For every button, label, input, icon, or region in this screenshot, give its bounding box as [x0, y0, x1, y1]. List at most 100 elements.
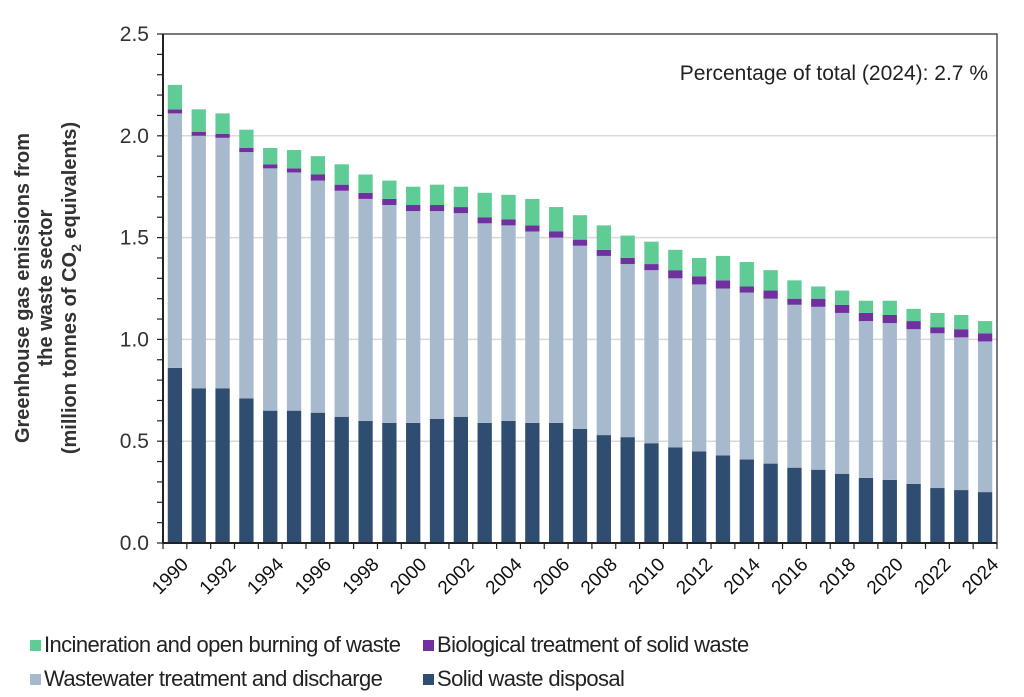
bar-biological-treatment-of-solid-waste-2000 — [406, 205, 421, 212]
bar-incineration-and-open-burning-of-waste-2024 — [977, 321, 993, 334]
bar-incineration-and-open-burning-of-waste-2020 — [882, 300, 897, 315]
bar-biological-treatment-of-solid-waste-2015 — [763, 290, 778, 299]
bar-incineration-and-open-burning-of-waste-2021 — [906, 308, 921, 322]
bar-incineration-and-open-burning-of-waste-2005 — [525, 198, 540, 226]
x-tick-label: 2006 — [529, 554, 574, 599]
x-tick-label: 2020 — [863, 554, 908, 599]
bar-solid-waste-disposal-1997 — [334, 416, 349, 543]
bar-solid-waste-disposal-2007 — [572, 428, 588, 543]
bar-wastewater-treatment-and-discharge-2004 — [501, 225, 516, 421]
y-tick-label: 1.0 — [120, 328, 149, 351]
bar-incineration-and-open-burning-of-waste-2016 — [787, 280, 802, 299]
bar-biological-treatment-of-solid-waste-2024 — [977, 333, 993, 342]
bar-biological-treatment-of-solid-waste-2006 — [549, 231, 564, 238]
x-tick-label: 1996 — [291, 554, 336, 599]
bar-incineration-and-open-burning-of-waste-2012 — [691, 257, 707, 277]
y-axis-label-part-b: equivalents) — [59, 122, 81, 244]
legend-item-incineration: Incineration and open burning of waste — [30, 632, 423, 658]
x-tick-label: 2018 — [815, 554, 860, 599]
x-tick-label: 2014 — [720, 554, 765, 599]
bar-solid-waste-disposal-2020 — [882, 479, 897, 543]
bar-biological-treatment-of-solid-waste-2011 — [668, 270, 683, 279]
bar-incineration-and-open-burning-of-waste-2010 — [644, 241, 659, 265]
bar-biological-treatment-of-solid-waste-1992 — [215, 133, 230, 138]
bar-incineration-and-open-burning-of-waste-1992 — [215, 113, 230, 134]
bar-wastewater-treatment-and-discharge-2017 — [811, 306, 826, 470]
bar-solid-waste-disposal-1991 — [191, 388, 206, 543]
bar-incineration-and-open-burning-of-waste-2000 — [406, 186, 421, 206]
bar-biological-treatment-of-solid-waste-1995 — [286, 168, 302, 173]
annotation-percentage: Percentage of total (2024): 2.7 % — [680, 62, 988, 85]
y-tick-label: 2.5 — [120, 23, 149, 46]
bar-biological-treatment-of-solid-waste-1997 — [334, 184, 349, 191]
bar-biological-treatment-of-solid-waste-2018 — [834, 304, 850, 313]
bar-solid-waste-disposal-2022 — [930, 488, 945, 543]
bar-solid-waste-disposal-1992 — [215, 388, 230, 543]
bar-wastewater-treatment-and-discharge-1991 — [191, 135, 206, 389]
bar-wastewater-treatment-and-discharge-2019 — [858, 321, 874, 478]
bar-solid-waste-disposal-2010 — [644, 443, 659, 543]
bar-incineration-and-open-burning-of-waste-1999 — [382, 180, 397, 199]
x-tick-label: 2008 — [577, 554, 622, 599]
y-tick-label: 1.5 — [120, 227, 149, 250]
legend-row-1: Incineration and open burning of waste B… — [30, 628, 1010, 662]
bar-biological-treatment-of-solid-waste-1991 — [191, 131, 206, 136]
bar-incineration-and-open-burning-of-waste-1998 — [358, 174, 373, 193]
bar-biological-treatment-of-solid-waste-2016 — [787, 298, 802, 305]
bar-biological-treatment-of-solid-waste-2023 — [954, 329, 969, 338]
bar-solid-waste-disposal-1995 — [286, 410, 302, 543]
legend: Incineration and open burning of waste B… — [30, 628, 1010, 696]
bar-wastewater-treatment-and-discharge-2010 — [644, 270, 659, 444]
bar-wastewater-treatment-and-discharge-2024 — [977, 341, 993, 493]
bar-wastewater-treatment-and-discharge-1996 — [310, 180, 326, 413]
bar-incineration-and-open-burning-of-waste-1993 — [239, 129, 254, 149]
x-tick-label: 2016 — [768, 554, 813, 599]
bar-incineration-and-open-burning-of-waste-1995 — [286, 150, 302, 169]
legend-label-incineration: Incineration and open burning of waste — [44, 632, 401, 657]
bar-wastewater-treatment-and-discharge-2007 — [572, 245, 588, 429]
bar-incineration-and-open-burning-of-waste-2001 — [429, 184, 445, 206]
bar-wastewater-treatment-and-discharge-2003 — [477, 223, 492, 423]
bar-wastewater-treatment-and-discharge-1994 — [263, 168, 278, 411]
bar-biological-treatment-of-solid-waste-1994 — [263, 164, 278, 169]
axes — [157, 33, 998, 549]
legend-item-solid-waste: Solid waste disposal — [423, 666, 625, 692]
bar-incineration-and-open-burning-of-waste-1990 — [167, 84, 183, 110]
bar-wastewater-treatment-and-discharge-1997 — [334, 190, 349, 417]
bar-solid-waste-disposal-1999 — [382, 422, 397, 543]
bar-solid-waste-disposal-2004 — [501, 420, 516, 543]
bars — [167, 84, 993, 543]
bar-incineration-and-open-burning-of-waste-2011 — [668, 249, 683, 271]
bar-incineration-and-open-burning-of-waste-2023 — [954, 314, 969, 330]
bar-solid-waste-disposal-2001 — [429, 418, 445, 543]
bar-solid-waste-disposal-2018 — [834, 473, 850, 543]
bar-biological-treatment-of-solid-waste-2022 — [930, 327, 945, 334]
legend-label-biological: Biological treatment of solid waste — [437, 632, 749, 657]
bar-biological-treatment-of-solid-waste-1999 — [382, 198, 397, 206]
bar-solid-waste-disposal-2009 — [620, 437, 635, 543]
bar-biological-treatment-of-solid-waste-2021 — [906, 321, 921, 330]
bar-wastewater-treatment-and-discharge-2018 — [834, 312, 850, 474]
bar-incineration-and-open-burning-of-waste-2002 — [453, 186, 469, 208]
bar-solid-waste-disposal-2002 — [453, 416, 469, 543]
bar-biological-treatment-of-solid-waste-2012 — [691, 276, 707, 285]
bar-solid-waste-disposal-2023 — [954, 490, 969, 543]
bar-biological-treatment-of-solid-waste-2003 — [477, 217, 492, 224]
bar-solid-waste-disposal-2016 — [787, 467, 802, 543]
bar-incineration-and-open-burning-of-waste-2017 — [811, 286, 826, 299]
bar-wastewater-treatment-and-discharge-2021 — [906, 329, 921, 484]
x-tick-label: 2010 — [625, 554, 670, 599]
y-axis-label-part-a: (million tonnes of CO — [59, 252, 81, 454]
bar-solid-waste-disposal-1993 — [239, 398, 254, 543]
bar-biological-treatment-of-solid-waste-2007 — [572, 239, 588, 246]
y-tick-label: 0.5 — [120, 430, 149, 453]
legend-row-2: Wastewater treatment and discharge Solid… — [30, 662, 1010, 696]
bar-biological-treatment-of-solid-waste-2010 — [644, 264, 659, 271]
y-tick-label: 2.0 — [120, 125, 149, 148]
bar-wastewater-treatment-and-discharge-2011 — [668, 278, 683, 448]
x-tick-label: 2024 — [958, 554, 1003, 599]
bar-wastewater-treatment-and-discharge-2013 — [715, 288, 731, 456]
bar-solid-waste-disposal-1994 — [263, 410, 278, 543]
bar-wastewater-treatment-and-discharge-2008 — [596, 255, 611, 436]
bar-wastewater-treatment-and-discharge-1993 — [239, 152, 254, 399]
